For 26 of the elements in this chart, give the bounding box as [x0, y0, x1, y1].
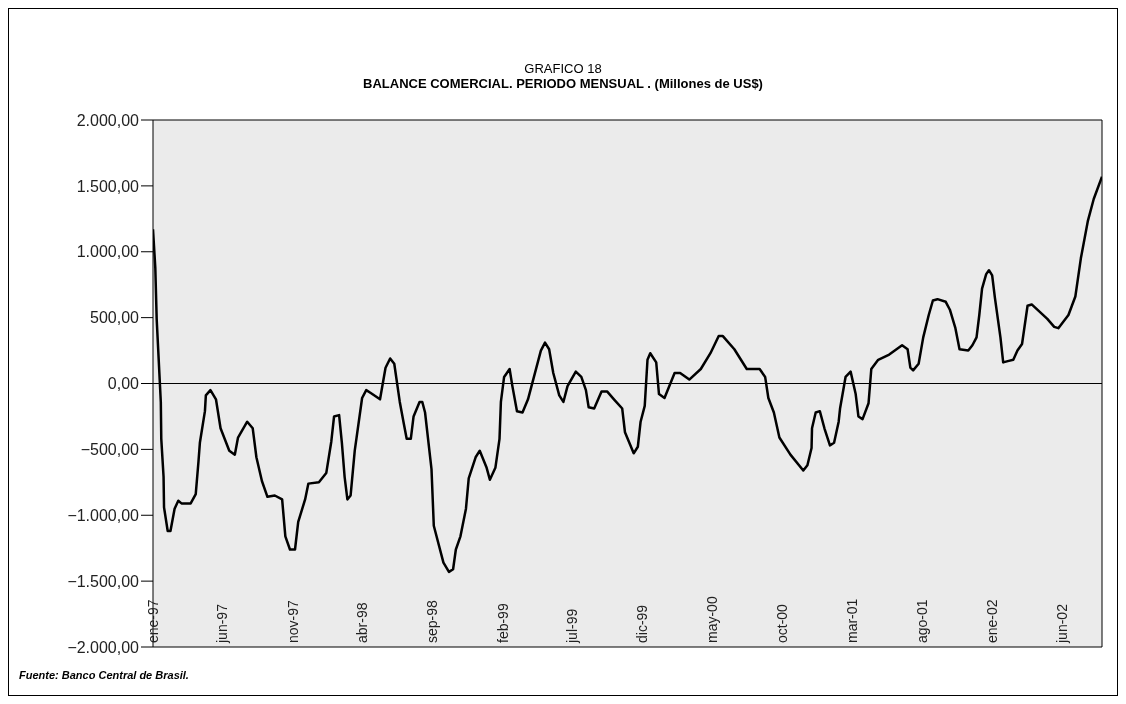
x-tick-label: ene-02: [984, 599, 1001, 643]
x-tick-label: jun-97: [214, 603, 231, 644]
x-tick-label: jun-02: [1053, 603, 1070, 644]
x-tick-label: oct-00: [774, 603, 791, 643]
x-tick-label: feb-99: [494, 603, 511, 643]
source-note: Fuente: Banco Central de Brasil.: [19, 669, 189, 681]
chart-subtitle: BALANCE COMERCIAL. PERIODO MENSUAL . (Millones de US$): [362, 76, 764, 91]
x-tick-label: may-00: [703, 596, 720, 643]
y-tick-label: 0,00: [107, 375, 140, 393]
y-tick-label: −500,00: [80, 441, 140, 459]
x-tick-label: abr-98: [354, 602, 371, 643]
x-tick-label: ene-97: [145, 599, 161, 643]
y-tick-label: 1.000,00: [76, 243, 140, 261]
x-tick-label: dic-99: [633, 604, 650, 643]
y-tick-label: 1.500,00: [76, 177, 140, 195]
y-tick-label: 500,00: [90, 309, 140, 327]
chart-title: GRAFICO 18: [523, 61, 603, 76]
y-tick-label: 2.000,00: [76, 111, 140, 129]
x-tick-label: mar-01: [843, 598, 860, 643]
y-tick-label: −2.000,00: [67, 638, 140, 656]
x-tick-label: sep-98: [424, 599, 441, 643]
x-tick-label: ago-01: [913, 599, 930, 643]
y-tick-label: −1.000,00: [67, 506, 140, 524]
x-tick-label: jul-99: [563, 608, 580, 644]
y-tick-label: −1.500,00: [67, 572, 140, 590]
x-tick-label: nov-97: [284, 599, 301, 643]
